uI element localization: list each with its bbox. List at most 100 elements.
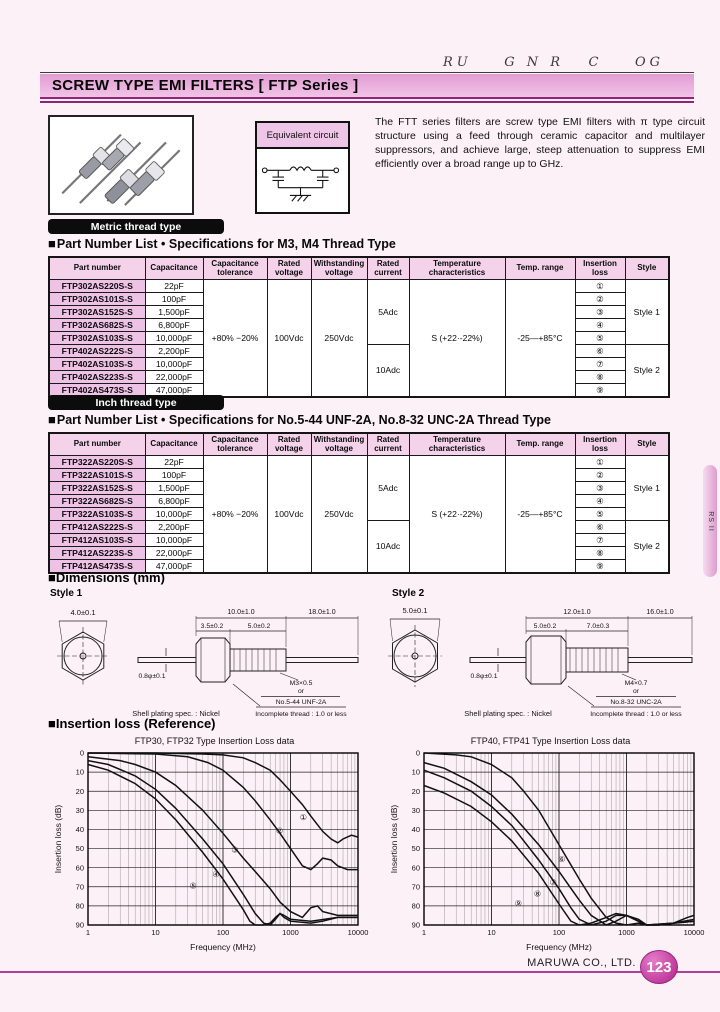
part-number: FTP322AS682S-S: [48, 494, 146, 508]
inch-heading: ■Part Number List • Specifications for N…: [48, 412, 551, 427]
svg-text:90: 90: [412, 921, 420, 930]
insertion-loss-ref: ④: [574, 318, 626, 332]
equivalent-circuit-label: Equivalent circuit: [257, 123, 348, 149]
dim-lead-length: 18.0±1.0: [308, 609, 335, 616]
square-bullet: ■: [48, 570, 56, 585]
insertion-loss-heading: ■Insertion loss (Reference): [48, 716, 216, 731]
col-cap-tolerance: Capacitance tolerance: [202, 432, 268, 456]
part-number: FTP302AS103S-S: [48, 331, 146, 345]
insertion-loss-ref: ⑥: [574, 520, 626, 534]
table-header-row: Part number Capacitance Capacitance tole…: [48, 256, 670, 280]
thread-spec-line3: No.5-44 UNF-2A: [276, 699, 327, 706]
svg-text:30: 30: [412, 806, 420, 815]
svg-text:60: 60: [412, 863, 420, 872]
style2-label: Style 2: [392, 588, 425, 599]
insertion-loss-ref: ⑤: [574, 507, 626, 521]
svg-text:Insertion loss (dB): Insertion loss (dB): [53, 805, 63, 874]
metric-thread-tag: Metric thread type: [48, 219, 224, 234]
capacitance: 6,800pF: [144, 494, 204, 508]
dimensions-heading: ■Dimensions (mm): [48, 570, 165, 585]
capacitance: 1,500pF: [144, 305, 204, 319]
capacitance: 1,500pF: [144, 481, 204, 495]
capacitance: 10,000pF: [144, 331, 204, 345]
metric-heading: ■Part Number List • Specifications for M…: [48, 236, 396, 251]
series-label: ③: [231, 845, 238, 854]
svg-text:20: 20: [76, 787, 84, 796]
insertion-loss-ref: ⑦: [574, 357, 626, 371]
part-number: FTP412AS223S-S: [48, 546, 146, 560]
product-photo: [48, 115, 194, 215]
temp-range: -25—+85°C: [504, 279, 576, 398]
dim-lead-diameter: 0.8φ±0.1: [470, 673, 497, 680]
rated-voltage: 100Vdc: [266, 279, 312, 398]
style1-label: Style 1: [50, 588, 83, 599]
capacitance: 22,000pF: [144, 370, 204, 384]
insertion-loss-ref: ③: [574, 481, 626, 495]
col-rated-voltage: Rated voltage: [266, 432, 312, 456]
part-number: FTP402AS223S-S: [48, 370, 146, 384]
square-bullet: ■: [48, 716, 56, 731]
svg-text:10: 10: [412, 768, 420, 777]
svg-text:10: 10: [487, 928, 495, 937]
svg-text:50: 50: [76, 844, 84, 853]
col-temp-range: Temp. range: [504, 256, 576, 280]
insertion-loss-ref: ⑧: [574, 370, 626, 384]
capacitance: 22pF: [144, 279, 204, 293]
dim-hex-diameter: 5.0±0.1: [403, 606, 428, 615]
dim-lead-diameter: 0.8φ±0.1: [138, 673, 165, 680]
dim-lead-length: 16.0±1.0: [646, 609, 673, 616]
capacitance: 2,200pF: [144, 344, 204, 358]
svg-text:70: 70: [76, 882, 84, 891]
title-bar: SCREW TYPE EMI FILTERS [ FTP Series ]: [40, 74, 694, 99]
metric-spec-table: Part number Capacitance Capacitance tole…: [48, 256, 670, 398]
series-label: ②: [276, 826, 283, 835]
dim-body-length: 10.0±1.0: [227, 609, 254, 616]
chart-title: FTP30, FTP32 Type Insertion Loss data: [134, 736, 295, 746]
insertion-loss-ref: ①: [574, 455, 626, 469]
style: Style 1: [624, 279, 670, 345]
rated-current: 10Adc: [366, 344, 410, 398]
svg-text:10: 10: [151, 928, 159, 937]
plating-note: Shell plating spec. : Nickel: [464, 709, 552, 718]
series-label: ⑧: [534, 889, 541, 898]
col-cap-tolerance: Capacitance tolerance: [202, 256, 268, 280]
thread-spec-line2: or: [298, 688, 305, 695]
series-label: ⑥: [558, 855, 565, 864]
part-number: FTP402AS222S-S: [48, 344, 146, 358]
thread-spec-line1: M4×0.7: [625, 680, 648, 687]
dim-hex-length: 3.5±0.2: [201, 623, 224, 630]
rated-voltage: 100Vdc: [266, 455, 312, 574]
table-row: FTP302AS220S-S 22pF +80% −20% 100Vdc 250…: [48, 279, 670, 398]
dim-hex-length: 5.0±0.2: [534, 623, 557, 630]
series-curve: [87, 756, 358, 919]
part-number: FTP412AS222S-S: [48, 520, 146, 534]
inch-thread-tag: Inch thread type: [48, 395, 224, 410]
thread-spec-line3: No.8-32 UNC-2A: [610, 699, 662, 706]
col-capacitance: Capacitance: [144, 256, 204, 280]
part-number: FTP412AS103S-S: [48, 533, 146, 547]
part-number: FTP322AS152S-S: [48, 481, 146, 495]
chart-canvas: 0 10 20 30 40 50 60 70 80 901 10 100 1000 10000 Freque…: [53, 749, 368, 952]
dim-thread-length: 7.0±0.3: [587, 623, 610, 630]
svg-text:1000: 1000: [282, 928, 299, 937]
col-temp-characteristics: Temperature characteristics: [408, 256, 506, 280]
capacitance: 22pF: [144, 455, 204, 469]
svg-text:10: 10: [76, 768, 84, 777]
col-part-number: Part number: [48, 256, 146, 280]
table-row: FTP402AS222S-S 2,200pF 10Adc ⑥ Style 2: [48, 344, 670, 398]
svg-text:100: 100: [553, 928, 566, 937]
part-number: FTP302AS220S-S: [48, 279, 146, 293]
insertion-loss-chart-ftp40-ftp41: FTP40, FTP41 Type Insertion Loss data 0 1…: [388, 736, 713, 958]
col-rated-voltage: Rated voltage: [266, 256, 312, 280]
part-number: FTP412AS473S-S: [48, 559, 146, 574]
capacitance: 47,000pF: [144, 559, 204, 574]
insertion-loss-ref: ⑤: [574, 331, 626, 345]
insertion-loss-ref: ⑥: [574, 344, 626, 358]
col-rated-current: Rated current: [366, 256, 410, 280]
series-curve: [87, 752, 358, 871]
page-edge-tab-text: RS II: [706, 510, 714, 532]
insertion-loss-ref: ⑨: [574, 383, 626, 398]
tolerance: +80% −20%: [202, 279, 268, 398]
insertion-loss-ref: ④: [574, 494, 626, 508]
col-part-number: Part number: [48, 432, 146, 456]
